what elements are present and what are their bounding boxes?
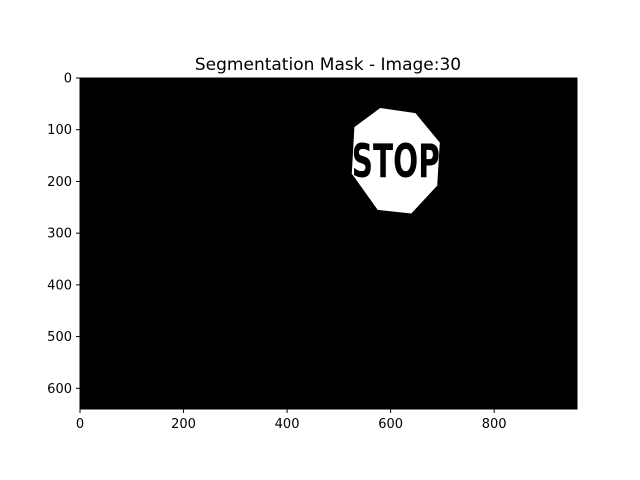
y-tick-label: 0 [64,72,72,87]
x-tick-label: 600 [378,417,403,432]
x-tick-label: 0 [76,417,84,432]
y-tick-label: 400 [47,278,72,293]
stop-sign-mask [351,107,440,214]
y-tick-label: 300 [47,227,72,242]
x-tick-label: 400 [275,417,300,432]
plot-area: STOP [79,77,578,410]
x-tick-label: 800 [482,417,507,432]
y-axis: 0 100 200 300 400 500 600 [47,72,80,397]
mask-background [80,78,577,409]
chart-title: Segmentation Mask - Image:30 [195,55,461,75]
stop-sign-mask-text: STOP [352,134,440,188]
y-tick-label: 500 [47,330,72,345]
y-tick-label: 600 [47,382,72,397]
x-tick-label: 200 [171,417,196,432]
y-tick-label: 100 [47,123,72,138]
plot-frame [79,77,578,410]
x-axis: 0 200 400 600 800 [76,409,507,432]
y-tick-label: 200 [47,175,72,190]
